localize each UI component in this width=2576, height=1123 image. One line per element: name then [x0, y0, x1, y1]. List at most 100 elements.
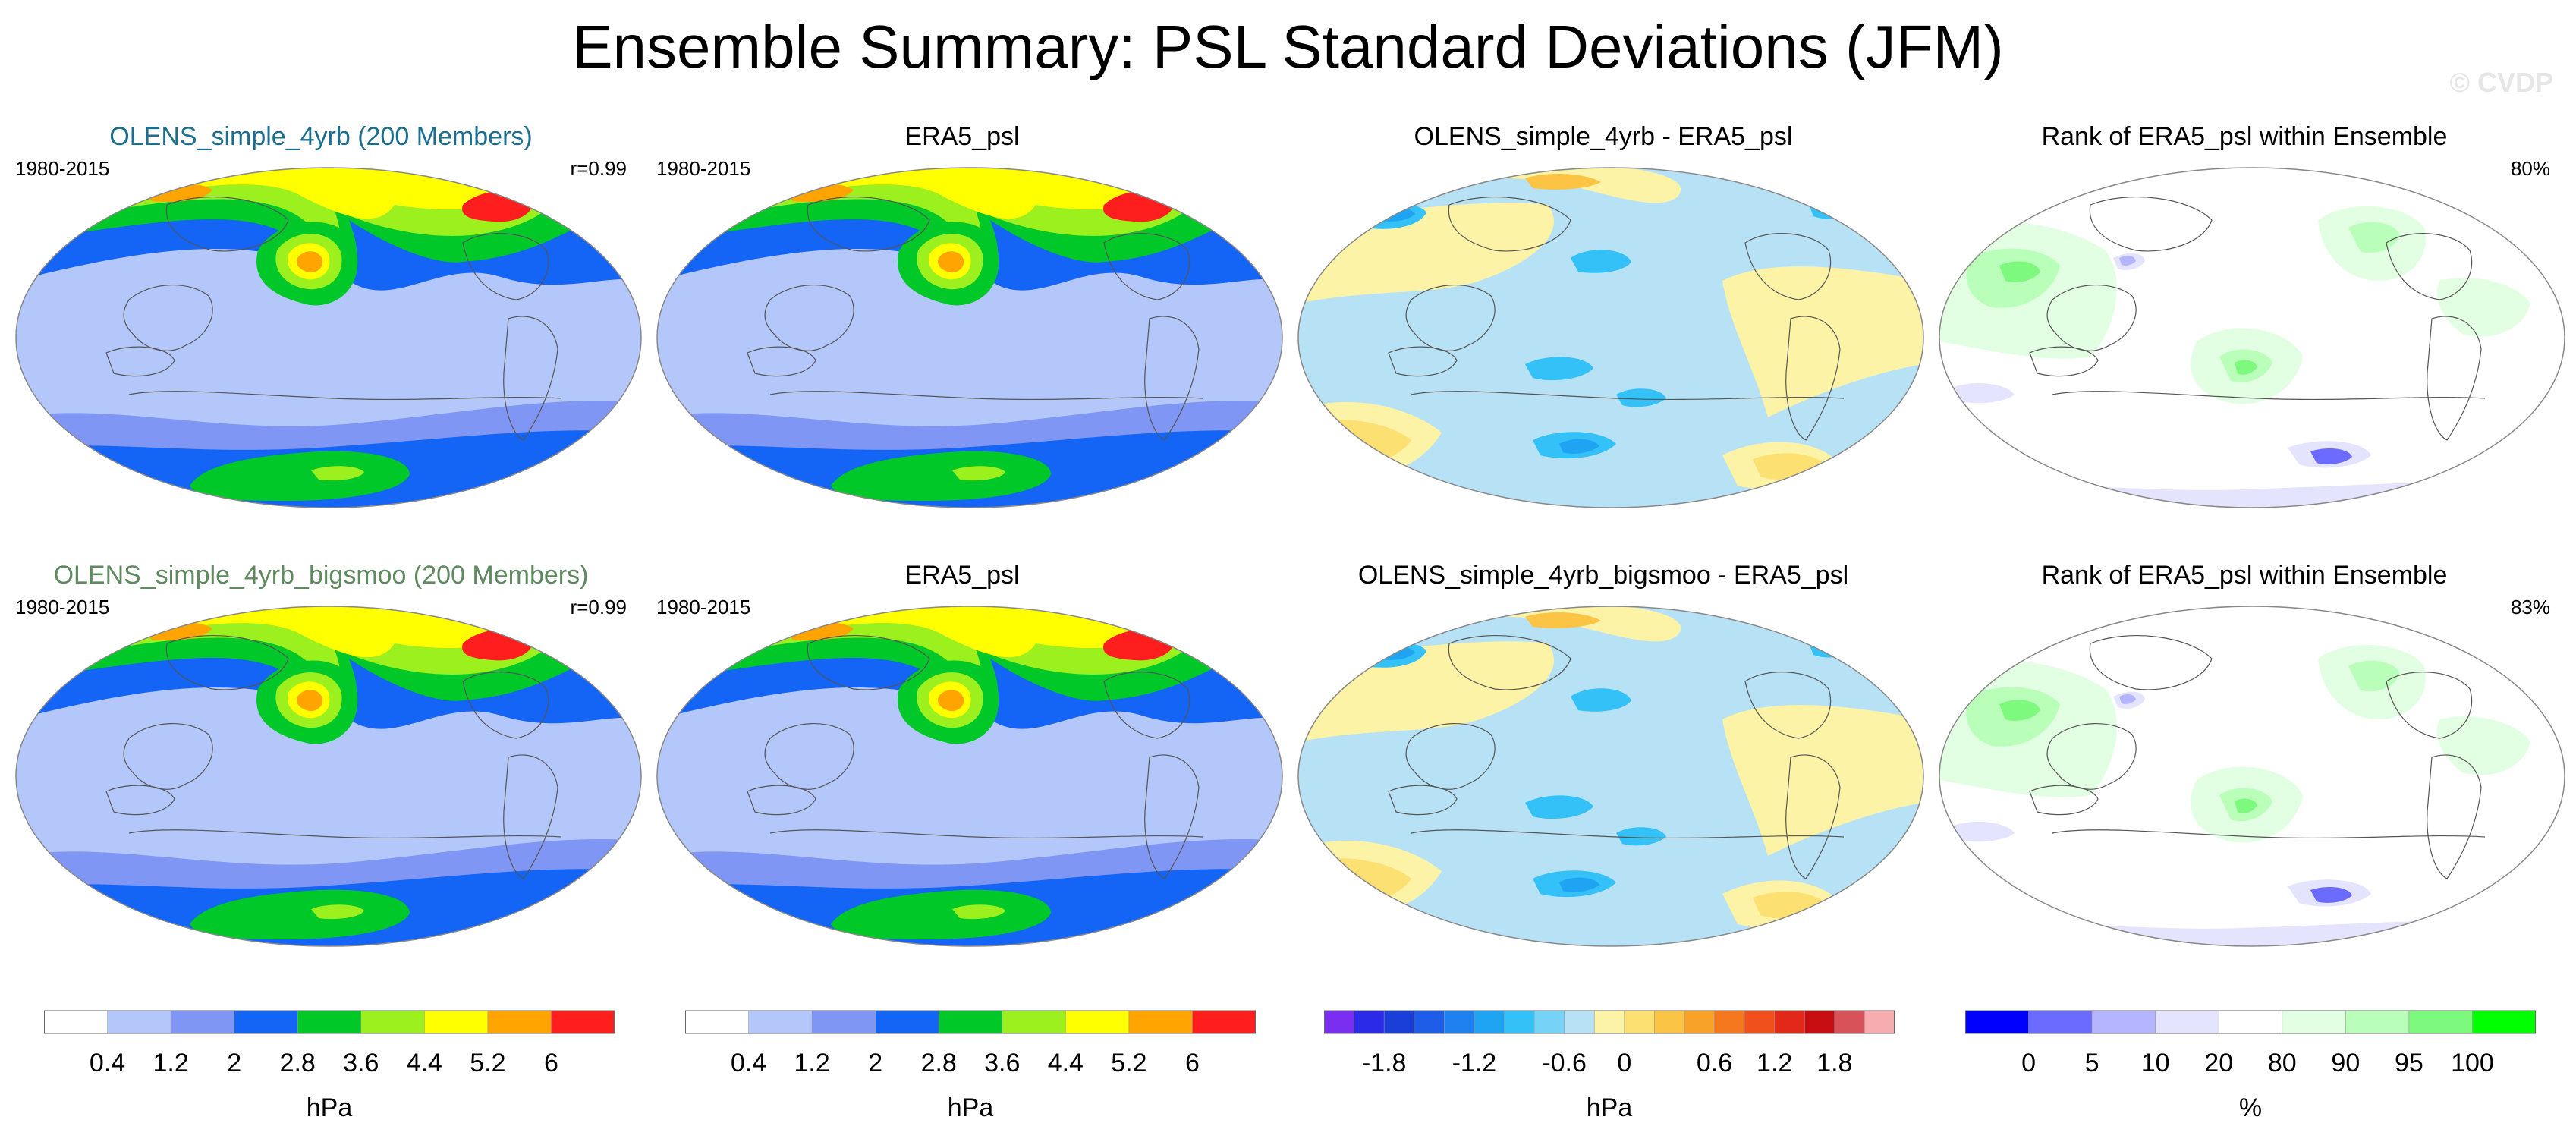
period-label: 1980-2015 [656, 596, 751, 618]
watermark: © CVDP [2449, 67, 2553, 98]
colorbar-tick-label: 0.4 [731, 1049, 766, 1077]
map-panel: OLENS_simple_4yrb_bigsmoo (200 Members) 1… [0, 558, 642, 968]
contour-region [2436, 716, 2530, 775]
coastline [1448, 634, 1571, 690]
coastline [1388, 785, 1458, 816]
colorbar-plot: -1.8 -1.2 -0.6 0 0.6 1.2 1.8 [1324, 1010, 1895, 1077]
map-border [15, 606, 642, 947]
coastline [1103, 233, 1190, 300]
coastline [2089, 634, 2213, 690]
coastline [1405, 723, 1496, 790]
coastline [128, 829, 562, 839]
colorbar-swatch [1744, 1010, 1776, 1034]
panel-title: OLENS_simple_4yrb_bigsmoo (200 Members) [53, 561, 589, 590]
contour-region [1616, 827, 1666, 846]
coastline [165, 634, 289, 690]
map-plot [1939, 167, 2565, 508]
colorbar-tick-label: 20 [2204, 1049, 2233, 1077]
coastline [1144, 754, 1200, 879]
colorbar-swatch [1065, 1010, 1130, 1034]
period-label: 1980-2015 [15, 157, 110, 180]
map-field [16, 606, 641, 946]
colorbar-swatch [1654, 1010, 1685, 1034]
colorbar-frame [1965, 1010, 2536, 1034]
map-field [1939, 168, 2565, 508]
contour-region [2310, 886, 2352, 903]
colorbar-tick-label: 1.2 [1757, 1049, 1792, 1077]
map-panel: OLENS_simple_4yrb - ERA5_psl [1282, 120, 1924, 530]
map-panel: Rank of ERA5_psl within Ensemble 83% [1923, 558, 2565, 968]
colorbar-swatch [1714, 1010, 1745, 1034]
map-border [1939, 167, 2565, 508]
coastline [105, 346, 175, 377]
colorbar-swatch [234, 1010, 299, 1034]
colorbar-swatch [685, 1010, 750, 1034]
coastline [462, 233, 549, 300]
colorbar-swatch [875, 1010, 940, 1034]
coastline [462, 672, 549, 739]
colorbar-swatch [1564, 1010, 1596, 1034]
contour-region [2235, 798, 2257, 813]
coastline [1103, 672, 1190, 739]
colorbar-tick-label: 0.6 [1697, 1049, 1732, 1077]
colorbar-tick-label: 5 [2085, 1049, 2099, 1077]
colorbar-swatch [551, 1010, 615, 1034]
coastline [2046, 723, 2137, 790]
contour-region [938, 251, 964, 273]
map-plot [656, 167, 1283, 508]
colorbar-swatch [811, 1010, 876, 1034]
contour-region [2119, 255, 2136, 266]
colorbar-swatch [1002, 1010, 1067, 1034]
colorbar-swatch [1684, 1010, 1716, 1034]
panel-title: Rank of ERA5_psl within Ensemble [2041, 122, 2448, 151]
colorbar-swatch [748, 1010, 813, 1034]
contour-region [831, 451, 1051, 501]
contour-region [1806, 186, 1859, 219]
colorbar-tick-label: 1.2 [794, 1049, 829, 1077]
period-label: 1980-2015 [656, 157, 751, 180]
map-panel: ERA5_psl 1980-2015 [641, 120, 1283, 530]
coastline [105, 785, 175, 816]
map-plot [1939, 606, 2565, 947]
figure-title: Ensemble Summary: PSL Standard Deviation… [572, 13, 2004, 80]
map-panel: Rank of ERA5_psl within Ensemble 80% [1923, 120, 2565, 530]
map-border [15, 167, 642, 508]
coastline [807, 196, 930, 252]
contour-region [1817, 630, 1851, 650]
colorbar-tick-label: 6 [544, 1049, 558, 1077]
colorbar-swatch [170, 1010, 235, 1034]
coastline [128, 391, 562, 401]
colorbar-swatch [2408, 1010, 2474, 1034]
coastline [769, 829, 1203, 839]
coastline [807, 634, 930, 690]
colorbar-swatch [1474, 1010, 1505, 1034]
contour-region [778, 606, 1180, 658]
colorbar-frame [685, 1010, 1256, 1034]
colorbar-swatch [1804, 1010, 1835, 1034]
colorbar-plot: 0 5 10 20 80 90 95 100 [1965, 1010, 2536, 1077]
coastline [747, 346, 816, 377]
colorbar-tick-label: 10 [2141, 1049, 2170, 1077]
contour-region [1559, 439, 1599, 454]
map-plot [1297, 167, 1924, 508]
coastline [1448, 196, 1571, 252]
panel-title: OLENS_simple_4yrb_bigsmoo - ERA5_psl [1357, 561, 1849, 590]
map-panel: OLENS_simple_4yrb (200 Members) 1980-2015… [0, 120, 642, 530]
colorbar-frame [1324, 1010, 1895, 1034]
contour-region [297, 251, 323, 273]
contour-region [938, 690, 964, 712]
contour-region [1954, 383, 2015, 404]
coastline [1411, 829, 1845, 839]
colorbar-swatch [1624, 1010, 1656, 1034]
period-label: 1980-2015 [15, 596, 110, 618]
colorbar-swatch [1444, 1010, 1475, 1034]
colorbar-plot: 0.4 1.2 2 2.8 3.6 4.4 5.2 6 [685, 1010, 1256, 1077]
colorbar-tick-label: 0 [2021, 1049, 2036, 1077]
colorbar-swatch [1834, 1010, 1866, 1034]
contour-region [1571, 250, 1631, 273]
coastline [747, 785, 816, 816]
contour-region [1571, 688, 1631, 712]
contour-region [190, 889, 410, 939]
stat-label: 83% [2510, 596, 2550, 618]
colorbar-swatch [2028, 1010, 2093, 1034]
